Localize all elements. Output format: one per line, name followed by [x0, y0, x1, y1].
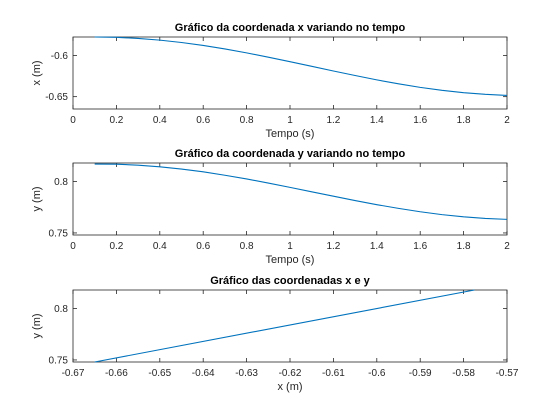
chart-2: 0 0.2 0.4 0.6 0.8 1 1.2 1.4 1.6 1.8 2 0.8 0.75 Gráfic… — [31, 148, 510, 266]
x-tick-label: -0.67 — [62, 368, 85, 379]
x-tick-label: -0.64 — [192, 368, 215, 379]
x-tick-label: 1.8 — [457, 241, 471, 252]
x-tick-label: -0.59 — [409, 368, 432, 379]
y-tick-label: -0.6 — [51, 51, 69, 62]
chart-1: 0 0.2 0.4 0.6 0.8 1 1.2 1.4 1.6 1.8 2 -0.6 -0.65 Gráf… — [31, 22, 510, 140]
x-tick-label: 0.8 — [240, 241, 254, 252]
x-tick-label: 1 — [287, 241, 293, 252]
x-tick-label: 1 — [287, 115, 293, 126]
x-tick-label: -0.61 — [322, 368, 345, 379]
x-tick-label: 0.6 — [196, 115, 210, 126]
axes-box — [72, 289, 508, 363]
x-axis-label: Tempo (s) — [266, 254, 315, 266]
x-tick-label: -0.6 — [368, 368, 386, 379]
chart-title: Gráfico da coordenada y variando no temp… — [175, 148, 406, 160]
x-tick-label: -0.66 — [105, 368, 128, 379]
y-tick-label: -0.65 — [45, 92, 68, 103]
x-axis-label: Tempo (s) — [266, 128, 315, 140]
x-tick-label: -0.65 — [148, 368, 171, 379]
y-axis-label: x (m) — [31, 60, 43, 85]
x-tick-label: 1.6 — [413, 115, 427, 126]
x-tick-label: 2 — [504, 241, 510, 252]
x-axis-label: x (m) — [277, 381, 302, 393]
y-tick-label: 0.8 — [54, 304, 68, 315]
x-tick-label: 1.4 — [370, 115, 384, 126]
x-tick-label: 0 — [70, 115, 76, 126]
x-tick-label: 0 — [70, 241, 76, 252]
series-line — [94, 163, 508, 220]
chart-title: Gráfico das coordenadas x e y — [210, 275, 370, 287]
x-tick-label: 0.6 — [196, 241, 210, 252]
axes-box — [72, 162, 508, 236]
x-tick-label: 0.4 — [153, 115, 167, 126]
y-tick-label: 0.75 — [49, 355, 69, 366]
axes-box — [72, 36, 508, 110]
x-tick-label: -0.58 — [452, 368, 475, 379]
y-tick-label: 0.75 — [49, 228, 69, 239]
x-tick-label: 0.8 — [240, 115, 254, 126]
x-tick-label: 0.2 — [109, 115, 123, 126]
chart-3: -0.67 -0.66 -0.65 -0.64 -0.63 -0.62 -0.61 -0.6 -… — [31, 275, 519, 393]
x-tick-label: -0.57 — [496, 368, 519, 379]
x-tick-label: 2 — [504, 115, 510, 126]
x-tick-label: 1.4 — [370, 241, 384, 252]
x-tick-label: 1.2 — [326, 241, 340, 252]
y-axis-label: y (m) — [31, 313, 43, 338]
x-tick-label: 1.2 — [326, 115, 340, 126]
x-tick-label: -0.62 — [279, 368, 302, 379]
x-tick-label: 0.4 — [153, 241, 167, 252]
x-tick-label: -0.63 — [235, 368, 258, 379]
y-axis-label: y (m) — [31, 186, 43, 211]
chart-title: Gráfico da coordenada x variando no temp… — [175, 22, 406, 34]
series-line — [94, 36, 508, 96]
x-tick-label: 1.6 — [413, 241, 427, 252]
series-line — [94, 289, 475, 363]
x-tick-label: 0.2 — [109, 241, 123, 252]
x-tick-label: 1.8 — [457, 115, 471, 126]
y-tick-label: 0.8 — [54, 177, 68, 188]
